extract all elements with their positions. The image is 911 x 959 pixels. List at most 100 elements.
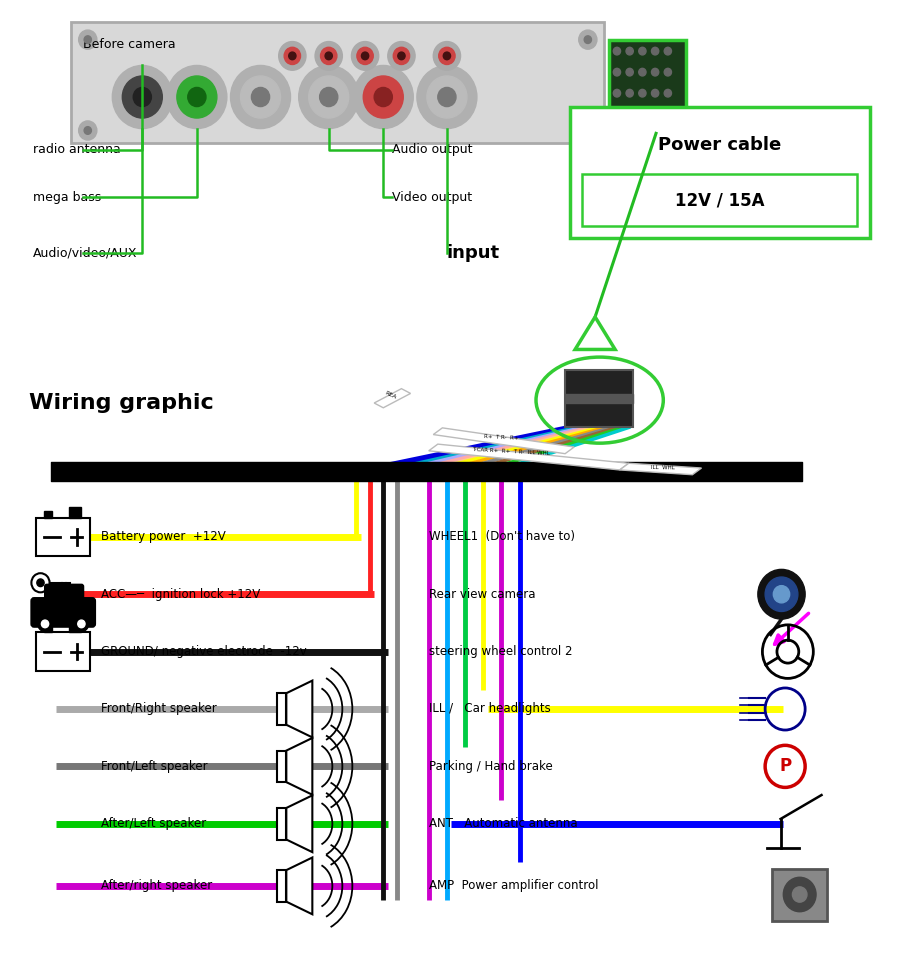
Circle shape (650, 89, 658, 97)
Circle shape (308, 76, 348, 118)
Polygon shape (619, 463, 701, 475)
Circle shape (625, 68, 632, 76)
Text: ILL  WHL: ILL WHL (650, 464, 674, 470)
Circle shape (578, 121, 597, 140)
Text: WHEEL1  (Don't have to): WHEEL1 (Don't have to) (428, 530, 574, 544)
Circle shape (433, 41, 460, 70)
FancyBboxPatch shape (71, 22, 604, 143)
Polygon shape (277, 870, 286, 901)
Circle shape (36, 579, 44, 587)
Text: Video output: Video output (392, 191, 472, 204)
Text: ANT   Automatic antenna: ANT Automatic antenna (428, 817, 577, 830)
Text: 12V / 15A: 12V / 15A (674, 191, 763, 209)
Text: AMP  Power amplifier control: AMP Power amplifier control (428, 879, 598, 893)
Circle shape (638, 47, 645, 55)
Circle shape (663, 47, 670, 55)
Text: Audio/video/AUX: Audio/video/AUX (33, 246, 138, 259)
Circle shape (638, 89, 645, 97)
Circle shape (112, 65, 172, 129)
Circle shape (397, 52, 404, 59)
Text: REA: REA (384, 390, 397, 400)
Text: Front/Right speaker: Front/Right speaker (101, 703, 217, 715)
Circle shape (77, 620, 85, 628)
Text: input: input (446, 244, 499, 262)
Text: Wiring graphic: Wiring graphic (28, 393, 213, 413)
Circle shape (84, 127, 91, 134)
Polygon shape (433, 428, 574, 454)
Text: Audio output: Audio output (392, 143, 472, 156)
Circle shape (650, 110, 658, 118)
Circle shape (251, 87, 270, 106)
Text: Parking / Hand brake: Parking / Hand brake (428, 760, 552, 773)
Circle shape (638, 110, 645, 118)
Circle shape (393, 47, 409, 64)
Circle shape (663, 68, 670, 76)
FancyBboxPatch shape (608, 39, 685, 130)
Circle shape (764, 577, 797, 612)
Circle shape (757, 570, 804, 620)
Circle shape (78, 30, 97, 49)
Circle shape (133, 87, 151, 106)
Polygon shape (277, 693, 286, 725)
Circle shape (612, 47, 619, 55)
Circle shape (612, 110, 619, 118)
Circle shape (650, 47, 658, 55)
Text: ILL /   Car headlights: ILL / Car headlights (428, 703, 550, 715)
Circle shape (299, 65, 358, 129)
Polygon shape (428, 444, 628, 470)
Circle shape (584, 127, 591, 134)
Text: mega bass: mega bass (33, 191, 101, 204)
Circle shape (361, 52, 368, 59)
FancyBboxPatch shape (45, 585, 83, 603)
Circle shape (625, 47, 632, 55)
Circle shape (324, 52, 332, 59)
Text: Battery power  +12V: Battery power +12V (101, 530, 226, 544)
Circle shape (314, 41, 342, 70)
Circle shape (638, 68, 645, 76)
Circle shape (284, 47, 301, 64)
Circle shape (387, 41, 415, 70)
FancyBboxPatch shape (44, 625, 52, 633)
Text: After/right speaker: After/right speaker (101, 879, 212, 893)
Circle shape (416, 65, 476, 129)
Circle shape (230, 65, 291, 129)
FancyBboxPatch shape (36, 518, 90, 556)
Circle shape (578, 30, 597, 49)
FancyBboxPatch shape (68, 507, 80, 518)
Polygon shape (286, 681, 312, 737)
Circle shape (241, 76, 281, 118)
FancyBboxPatch shape (772, 869, 826, 922)
Text: radio antenna: radio antenna (33, 143, 121, 156)
FancyBboxPatch shape (68, 621, 80, 633)
Circle shape (625, 110, 632, 118)
Circle shape (650, 68, 658, 76)
Circle shape (783, 877, 815, 912)
Circle shape (177, 76, 217, 118)
Circle shape (584, 35, 591, 43)
Text: Front/Left speaker: Front/Left speaker (101, 760, 208, 773)
Circle shape (663, 110, 670, 118)
Text: R+  T R-  R+: R+ T R- R+ (484, 433, 518, 440)
Text: Rear view camera: Rear view camera (428, 588, 535, 600)
FancyBboxPatch shape (565, 369, 632, 427)
Circle shape (78, 121, 97, 140)
Circle shape (625, 89, 632, 97)
Circle shape (37, 617, 52, 632)
Circle shape (773, 586, 789, 603)
Circle shape (663, 89, 670, 97)
Polygon shape (286, 857, 312, 914)
Text: Power cable: Power cable (658, 136, 781, 154)
Circle shape (443, 52, 450, 59)
Circle shape (320, 47, 336, 64)
Circle shape (353, 65, 413, 129)
FancyBboxPatch shape (31, 598, 95, 627)
Circle shape (356, 47, 373, 64)
Circle shape (612, 89, 619, 97)
Circle shape (792, 887, 806, 902)
FancyBboxPatch shape (569, 106, 869, 238)
Polygon shape (277, 751, 286, 783)
Circle shape (374, 87, 392, 106)
Polygon shape (277, 808, 286, 839)
Polygon shape (286, 795, 312, 853)
Circle shape (74, 617, 88, 632)
